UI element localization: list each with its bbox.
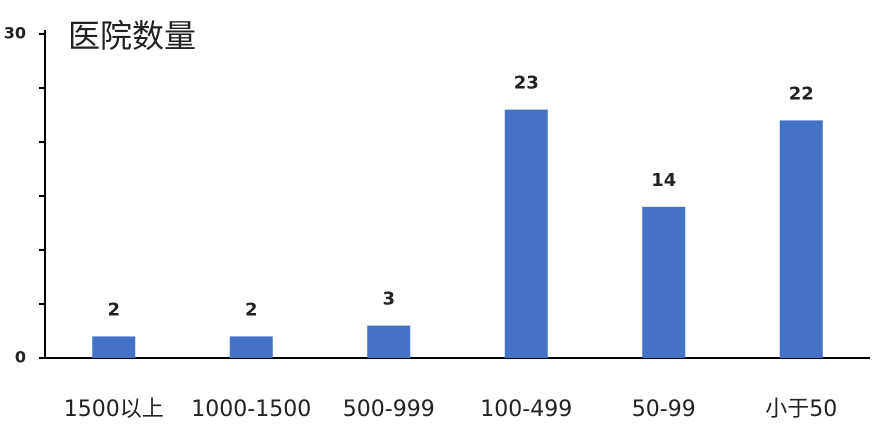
x-tick-label: 1000-1500 (191, 397, 311, 422)
y-tick-label: 30 (4, 24, 26, 43)
x-tick-label: 500-999 (343, 397, 435, 422)
chart-title: 医院数量 (68, 17, 196, 55)
value-label: 23 (514, 73, 539, 94)
bar (779, 120, 823, 359)
value-label: 14 (651, 170, 676, 191)
x-tick-label: 100-499 (480, 397, 572, 422)
y-tick-label: 0 (15, 348, 26, 367)
x-tick-label: 1500以上 (64, 397, 164, 422)
value-label: 3 (382, 289, 395, 310)
bar (229, 336, 273, 358)
bar (504, 109, 548, 358)
bar (367, 325, 411, 358)
x-tick-label: 50-99 (632, 397, 696, 422)
x-tick-label: 小于50 (765, 397, 837, 422)
value-label: 22 (789, 83, 814, 104)
value-label: 2 (245, 299, 258, 320)
bar (92, 336, 136, 358)
bar (642, 206, 686, 358)
value-label: 2 (107, 299, 120, 320)
